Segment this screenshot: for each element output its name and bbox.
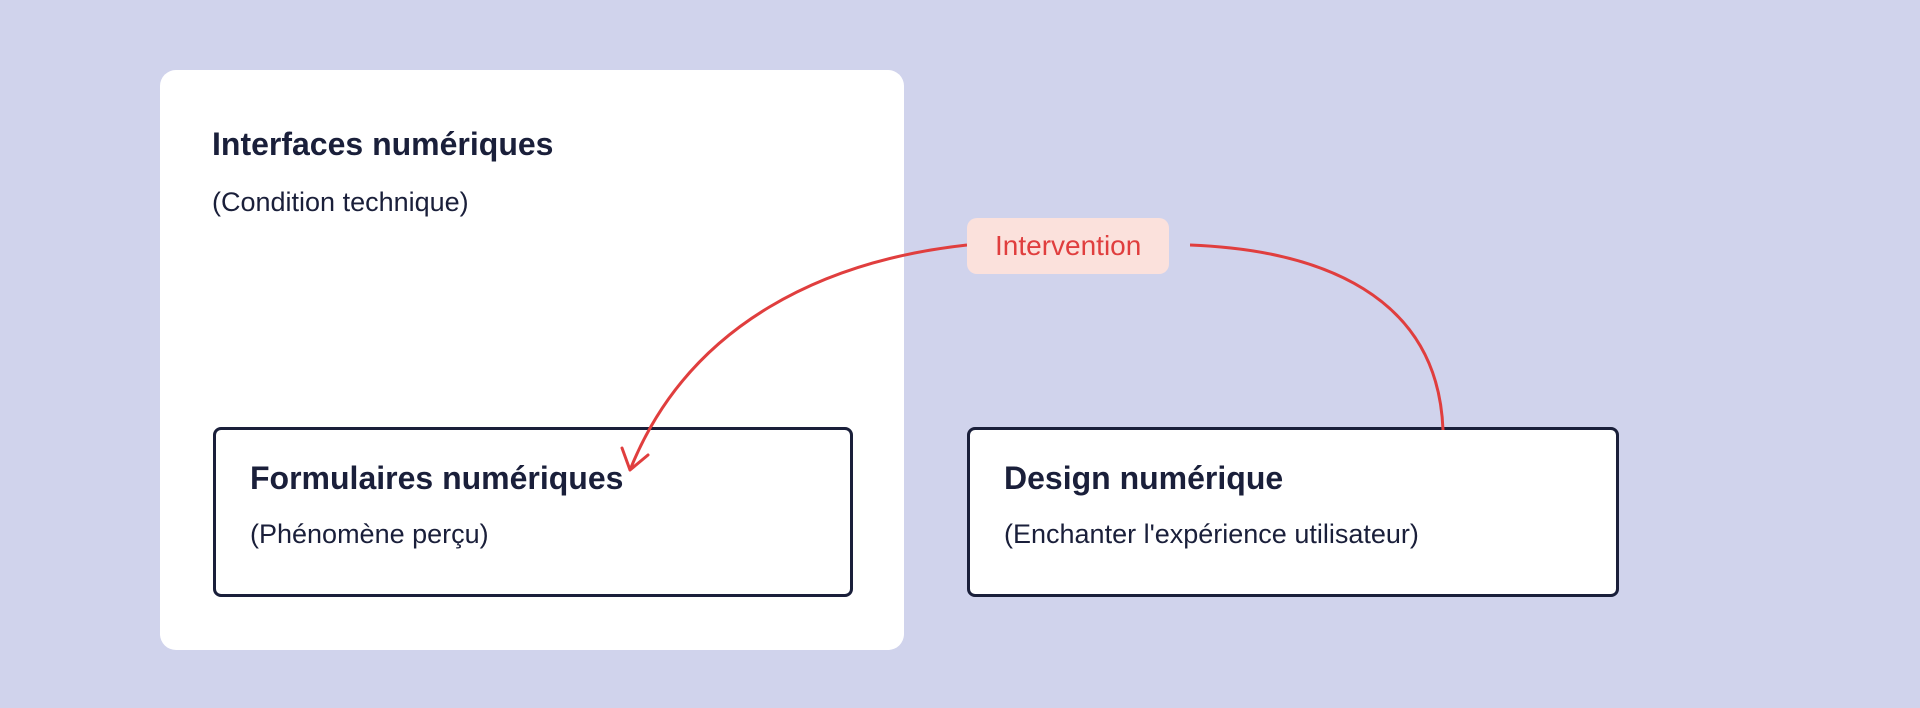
intervention-arrow-right [1190,235,1470,435]
formulaires-box: Formulaires numériques (Phénomène perçu) [213,427,853,597]
design-box: Design numérique (Enchanter l'expérience… [967,427,1619,597]
formulaires-title: Formulaires numériques [250,460,816,497]
intervention-badge: Intervention [967,218,1169,274]
intervention-label: Intervention [995,230,1141,261]
interfaces-title: Interfaces numériques [212,126,852,163]
formulaires-subtitle: (Phénomène perçu) [250,519,816,550]
interfaces-subtitle: (Condition technique) [212,187,852,218]
design-subtitle: (Enchanter l'expérience utilisateur) [1004,519,1582,550]
design-title: Design numérique [1004,460,1582,497]
